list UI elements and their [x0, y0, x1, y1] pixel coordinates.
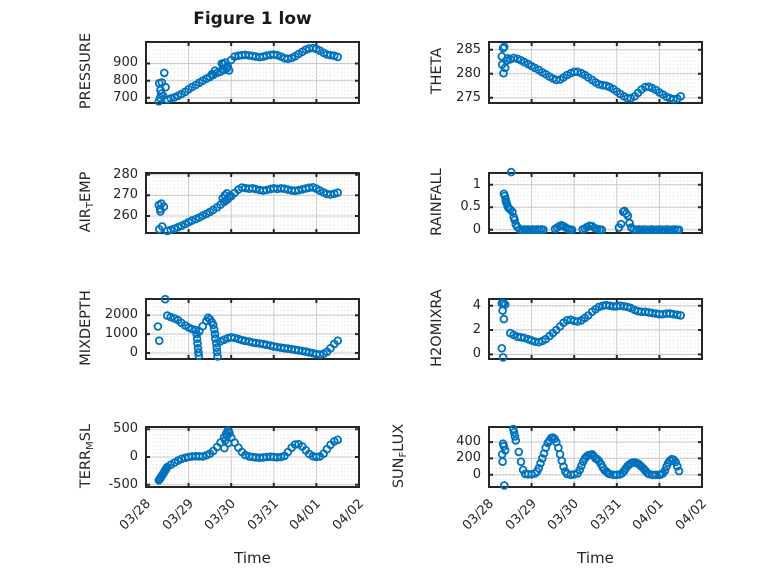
- y-tick-label: 2: [472, 322, 481, 338]
- y-tick-label: 1000: [104, 326, 138, 342]
- data-markers: [154, 43, 343, 106]
- y-tick-label: 400: [456, 434, 481, 450]
- tick-marks: [488, 299, 703, 359]
- theta-plot: [488, 41, 703, 104]
- y-tick-label: 800: [113, 72, 138, 88]
- axes-border: [488, 426, 703, 488]
- axes-border: [488, 172, 703, 234]
- tick-marks: [145, 173, 360, 233]
- x-tick-label: 04/01: [630, 496, 668, 534]
- minor-grid: [492, 173, 699, 233]
- axes-border: [145, 298, 360, 360]
- major-grid: [146, 173, 359, 233]
- y-tick-label: 280: [456, 65, 481, 81]
- y-tick-label: 0: [472, 346, 481, 362]
- y-tick-label: 280: [113, 166, 138, 182]
- tick-marks: [488, 42, 703, 103]
- h2omixra-plot: [488, 298, 703, 362]
- axes-border: [488, 41, 703, 104]
- tick-marks: [488, 173, 703, 233]
- y-tick-label: 700: [113, 89, 138, 105]
- y-tick-label: 260: [113, 208, 138, 224]
- x-tick-label: 03/29: [502, 496, 540, 534]
- x-axis-label-right: Time: [577, 549, 614, 567]
- y-tick-label: 900: [113, 55, 138, 71]
- y-tick-label: 275: [456, 89, 481, 105]
- tick-marks: [145, 42, 360, 103]
- rainfall-plot: [488, 167, 703, 235]
- data-markers: [153, 294, 343, 361]
- data-markers: [499, 167, 684, 235]
- x-tick-label: 04/02: [329, 496, 367, 534]
- x-tick-label: 03/29: [159, 496, 197, 534]
- axes-border: [145, 41, 360, 104]
- axes-border: [145, 172, 360, 234]
- y-tick-label: 200: [456, 450, 481, 466]
- y-tick-label: 4: [472, 297, 481, 313]
- data-markers: [497, 298, 686, 362]
- y-tick-label: 0: [472, 466, 481, 482]
- data-markers: [497, 424, 684, 490]
- y-tick-label: 0: [129, 449, 138, 464]
- sun-flux-plot: [488, 424, 703, 490]
- x-tick-label: 04/02: [672, 496, 710, 534]
- x-axis-label-left: Time: [234, 549, 271, 567]
- x-tick-label: 03/31: [244, 496, 282, 534]
- data-markers: [154, 182, 343, 236]
- major-grid: [489, 427, 702, 487]
- x-tick-label: 03/30: [202, 496, 240, 534]
- data-markers: [154, 426, 343, 485]
- mixdepth-plot: [145, 294, 360, 361]
- terr-msl-plot: [145, 426, 360, 488]
- y-tick-label: 1: [472, 176, 481, 192]
- y-axis-label-sun-flux: SUNFLUX: [391, 423, 409, 489]
- major-grid: [489, 173, 702, 233]
- air-temp-plot: [145, 172, 360, 236]
- tick-marks: [488, 427, 703, 487]
- x-tick-label: 03/31: [587, 496, 625, 534]
- y-tick-label: -500: [108, 476, 138, 492]
- x-tick-label: 03/28: [116, 496, 154, 534]
- x-tick-label: 03/28: [459, 496, 497, 534]
- y-tick-label: 285: [456, 41, 481, 57]
- tick-marks: [145, 299, 360, 359]
- figure-title: Figure 1 low: [193, 9, 312, 29]
- y-tick-label: 0: [472, 221, 481, 237]
- y-tick-label: 2000: [104, 307, 138, 323]
- x-tick-label: 04/01: [287, 496, 325, 534]
- x-tick-label: 03/30: [545, 496, 583, 534]
- major-grid: [489, 299, 702, 359]
- y-tick-label: 0.5: [460, 199, 481, 215]
- pressure-plot: [145, 41, 360, 106]
- y-tick-label: 500: [113, 421, 138, 437]
- data-markers: [497, 42, 686, 104]
- y-tick-label: 270: [113, 187, 138, 203]
- y-tick-label: 0: [129, 344, 138, 360]
